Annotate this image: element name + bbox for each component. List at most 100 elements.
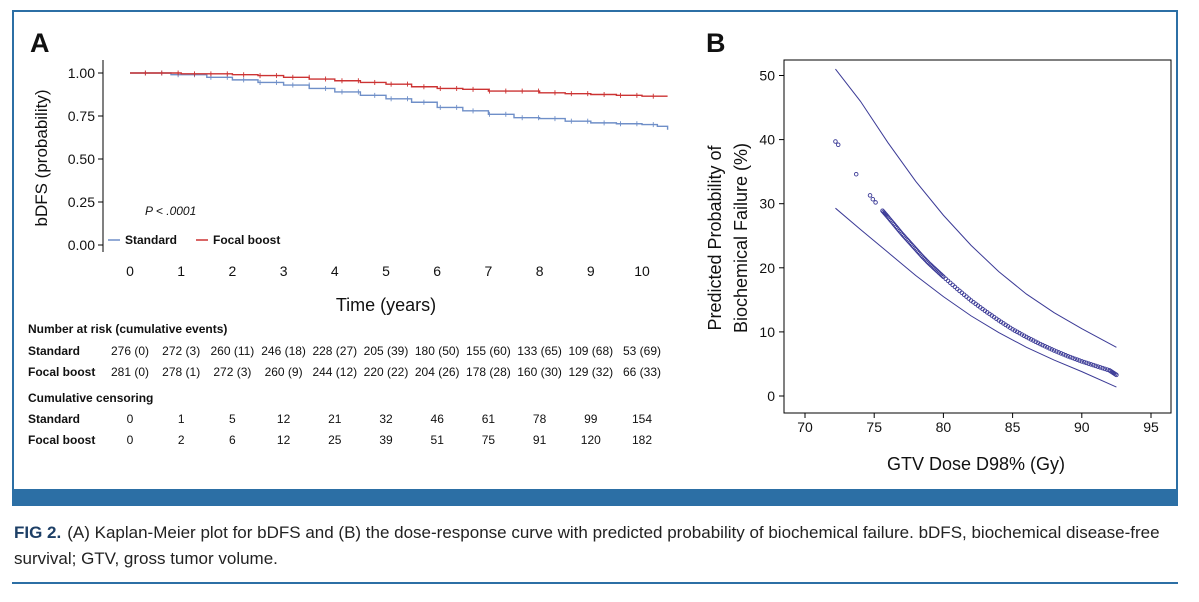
km-x-tick-label: 4	[331, 263, 339, 279]
table-cell: 32	[379, 412, 393, 426]
dose-point	[1017, 330, 1022, 336]
dose-y-tick-label: 40	[759, 132, 775, 148]
dose-y-ticks: 0 10 20 30 40 50	[759, 68, 784, 404]
table-cell: 260 (9)	[265, 365, 303, 379]
dose-point	[873, 200, 878, 205]
dose-point	[1044, 345, 1050, 350]
table-cell: 204 (26)	[415, 365, 460, 379]
dose-point	[950, 282, 955, 288]
table-cell: 25	[328, 433, 342, 447]
dose-point	[966, 296, 972, 301]
table-cell: 66 (33)	[623, 365, 661, 379]
table-cell: 133 (65)	[517, 344, 562, 358]
dose-point	[853, 171, 859, 177]
dose-point	[1019, 332, 1025, 337]
table-cell: 0	[127, 412, 134, 426]
table-cell: 228 (27)	[312, 344, 357, 358]
table-cell: 281 (0)	[111, 365, 149, 379]
dose-point	[1081, 359, 1087, 365]
dose-point	[867, 193, 873, 198]
dose-point	[1038, 341, 1043, 347]
table-cell: 39	[379, 433, 393, 447]
table-cell: 109 (68)	[568, 344, 613, 358]
table-cell: 260 (11)	[210, 344, 254, 358]
dose-x-tick-label: 75	[866, 419, 882, 435]
dose-point	[1035, 340, 1041, 346]
dose-point	[1014, 329, 1020, 335]
table-cell: 51	[431, 433, 445, 447]
legend-focal-label: Focal boost	[213, 233, 280, 247]
dose-point	[1068, 354, 1073, 360]
dose-x-tick-label: 70	[797, 419, 813, 435]
table-cell: 154	[632, 412, 652, 426]
table-row-label: Focal boost	[28, 365, 95, 379]
table-cell: 246 (18)	[261, 344, 306, 358]
dose-x-tick-label: 95	[1143, 419, 1159, 435]
dose-point	[1033, 339, 1038, 344]
panel-b-letter: B	[706, 28, 726, 58]
dose-point	[1012, 328, 1018, 333]
dose-point	[1100, 365, 1105, 371]
dose-point	[1042, 343, 1048, 349]
km-x-tick-label: 9	[587, 263, 595, 279]
km-y-tick-label: 0.25	[68, 194, 95, 210]
risk-table-title: Number at risk (cumulative events)	[28, 322, 227, 336]
km-legend: Standard Focal boost	[108, 233, 280, 247]
dose-point	[1070, 355, 1075, 361]
table-cell: 278 (1)	[162, 365, 200, 379]
dose-x-tick-label: 85	[1005, 419, 1021, 435]
dose-point	[945, 278, 951, 284]
dose-point	[1024, 334, 1029, 340]
km-y-tick-label: 0.75	[68, 108, 95, 124]
table-cell: 272 (3)	[213, 365, 251, 379]
table-cell: 220 (22)	[364, 365, 409, 379]
dose-y-tick-label: 10	[759, 324, 775, 340]
dose-point	[922, 257, 928, 262]
dose-x-axis-label: GTV Dose D98% (Gy)	[887, 454, 1065, 474]
dose-point	[980, 306, 985, 312]
km-y-tick-label: 0.00	[68, 237, 95, 253]
km-x-tick-label: 7	[485, 263, 493, 279]
dose-point	[948, 280, 953, 286]
table-cell: 276 (0)	[111, 344, 149, 358]
dose-point	[938, 272, 944, 277]
dose-point	[1051, 348, 1057, 353]
km-x-tick-label: 3	[280, 263, 288, 279]
table-cell: 12	[277, 433, 291, 447]
dose-y-tick-label: 30	[759, 196, 775, 212]
km-line-standard	[130, 72, 669, 130]
table-cell: 99	[584, 412, 598, 426]
dose-y-axis-label-line2: Biochemical Failure (%)	[731, 143, 751, 333]
dose-point	[835, 142, 841, 147]
dose-point	[952, 284, 958, 290]
dose-point	[1065, 354, 1071, 359]
table-cell: 5	[229, 412, 236, 426]
km-x-tick-label: 6	[433, 263, 441, 279]
dose-point	[1040, 342, 1045, 348]
table-row-label: Standard	[28, 412, 80, 426]
dose-point	[921, 255, 927, 261]
dose-point	[939, 273, 945, 278]
panel-b-dose-response: B 0 10 20 30 40 50 70 75 80 85 90 95 Predicted Pro…	[705, 28, 1172, 474]
km-y-tick-label: 1.00	[68, 65, 95, 81]
figure-canvas: A 0.000.250.500.751.00 0 1 2 3 4 5 6 7 8 9 10 bDFS…	[28, 28, 1172, 474]
km-x-axis-label: Time (years)	[336, 295, 436, 315]
table-cell: 78	[533, 412, 547, 426]
dose-point	[905, 237, 910, 243]
figure-bottom-band	[12, 489, 1178, 506]
km-line-focal-boost	[130, 72, 668, 97]
dose-point	[1056, 350, 1061, 355]
table-cell: 120	[581, 433, 601, 447]
table-cell: 205 (39)	[364, 344, 409, 358]
dose-point	[912, 245, 917, 251]
dose-x-tick-label: 90	[1074, 419, 1090, 435]
dose-marks	[833, 68, 1119, 388]
dose-y-tick-label: 50	[759, 68, 775, 84]
dose-point	[943, 276, 948, 282]
dose-point	[1026, 335, 1031, 341]
panel-a-letter: A	[30, 28, 50, 58]
table-cell: 91	[533, 433, 547, 447]
km-x-tick-label: 1	[177, 263, 185, 279]
table-cell: 244 (12)	[312, 365, 357, 379]
